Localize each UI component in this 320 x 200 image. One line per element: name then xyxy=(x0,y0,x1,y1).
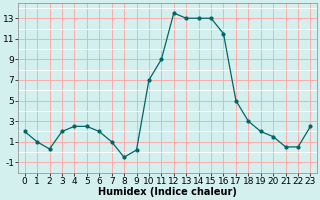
X-axis label: Humidex (Indice chaleur): Humidex (Indice chaleur) xyxy=(98,187,237,197)
